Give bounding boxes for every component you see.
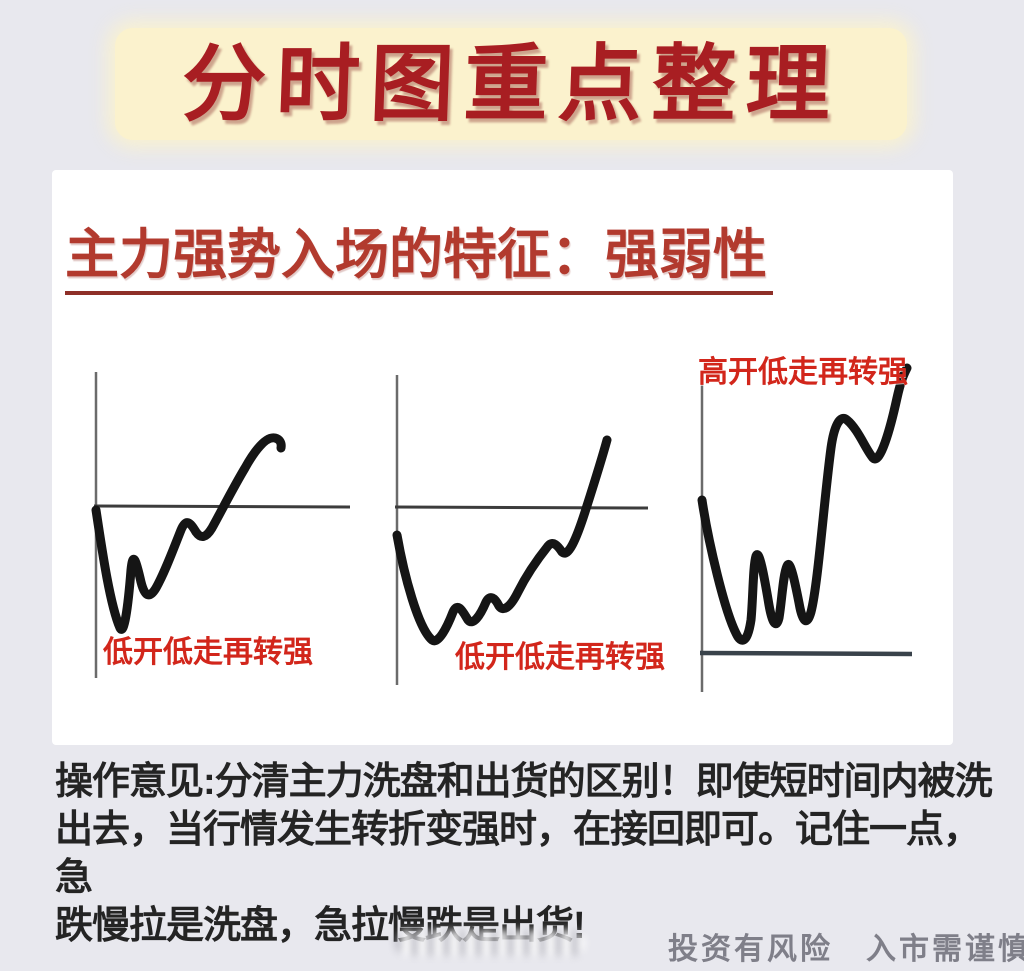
price-curve [392,435,612,646]
risk-disclaimer: 投资有风险 入市需谨慎 [668,933,1024,966]
price-curve [697,363,912,645]
content-card: 主力强势入场的特征：强弱性 低开低走再转强 低开低走再转强 高 [52,170,953,745]
advice-paragraph: 操作意见:分清主力洗盘和出货的区别！即使短时间内被洗 出去，当行情发生转折变强时… [55,761,993,947]
low-price-baseline [699,650,913,657]
open-price-baseline [394,505,649,510]
section-heading: 主力强势入场的特征：强弱性 [65,225,773,296]
chart-label: 低开低走再转强 [103,636,313,669]
price-curve-svg [392,375,649,685]
chart-low-open-turn-strong-1: 低开低走再转强 [70,360,370,690]
price-curve-svg [91,372,351,678]
price-curve [91,433,286,634]
title-banner: 分时图重点整理 [115,28,907,140]
watermark-blur [395,930,585,956]
price-curve-svg [697,363,913,692]
chart-label: 高开低走再转强 [698,356,908,389]
chart-low-open-turn-strong-2: 低开低走再转强 [380,360,690,690]
chart-high-open-turn-strong: 高开低走再转强 [690,350,980,700]
poster-title: 分时图重点整理 [180,34,842,133]
chart-label: 低开低走再转强 [455,641,665,674]
